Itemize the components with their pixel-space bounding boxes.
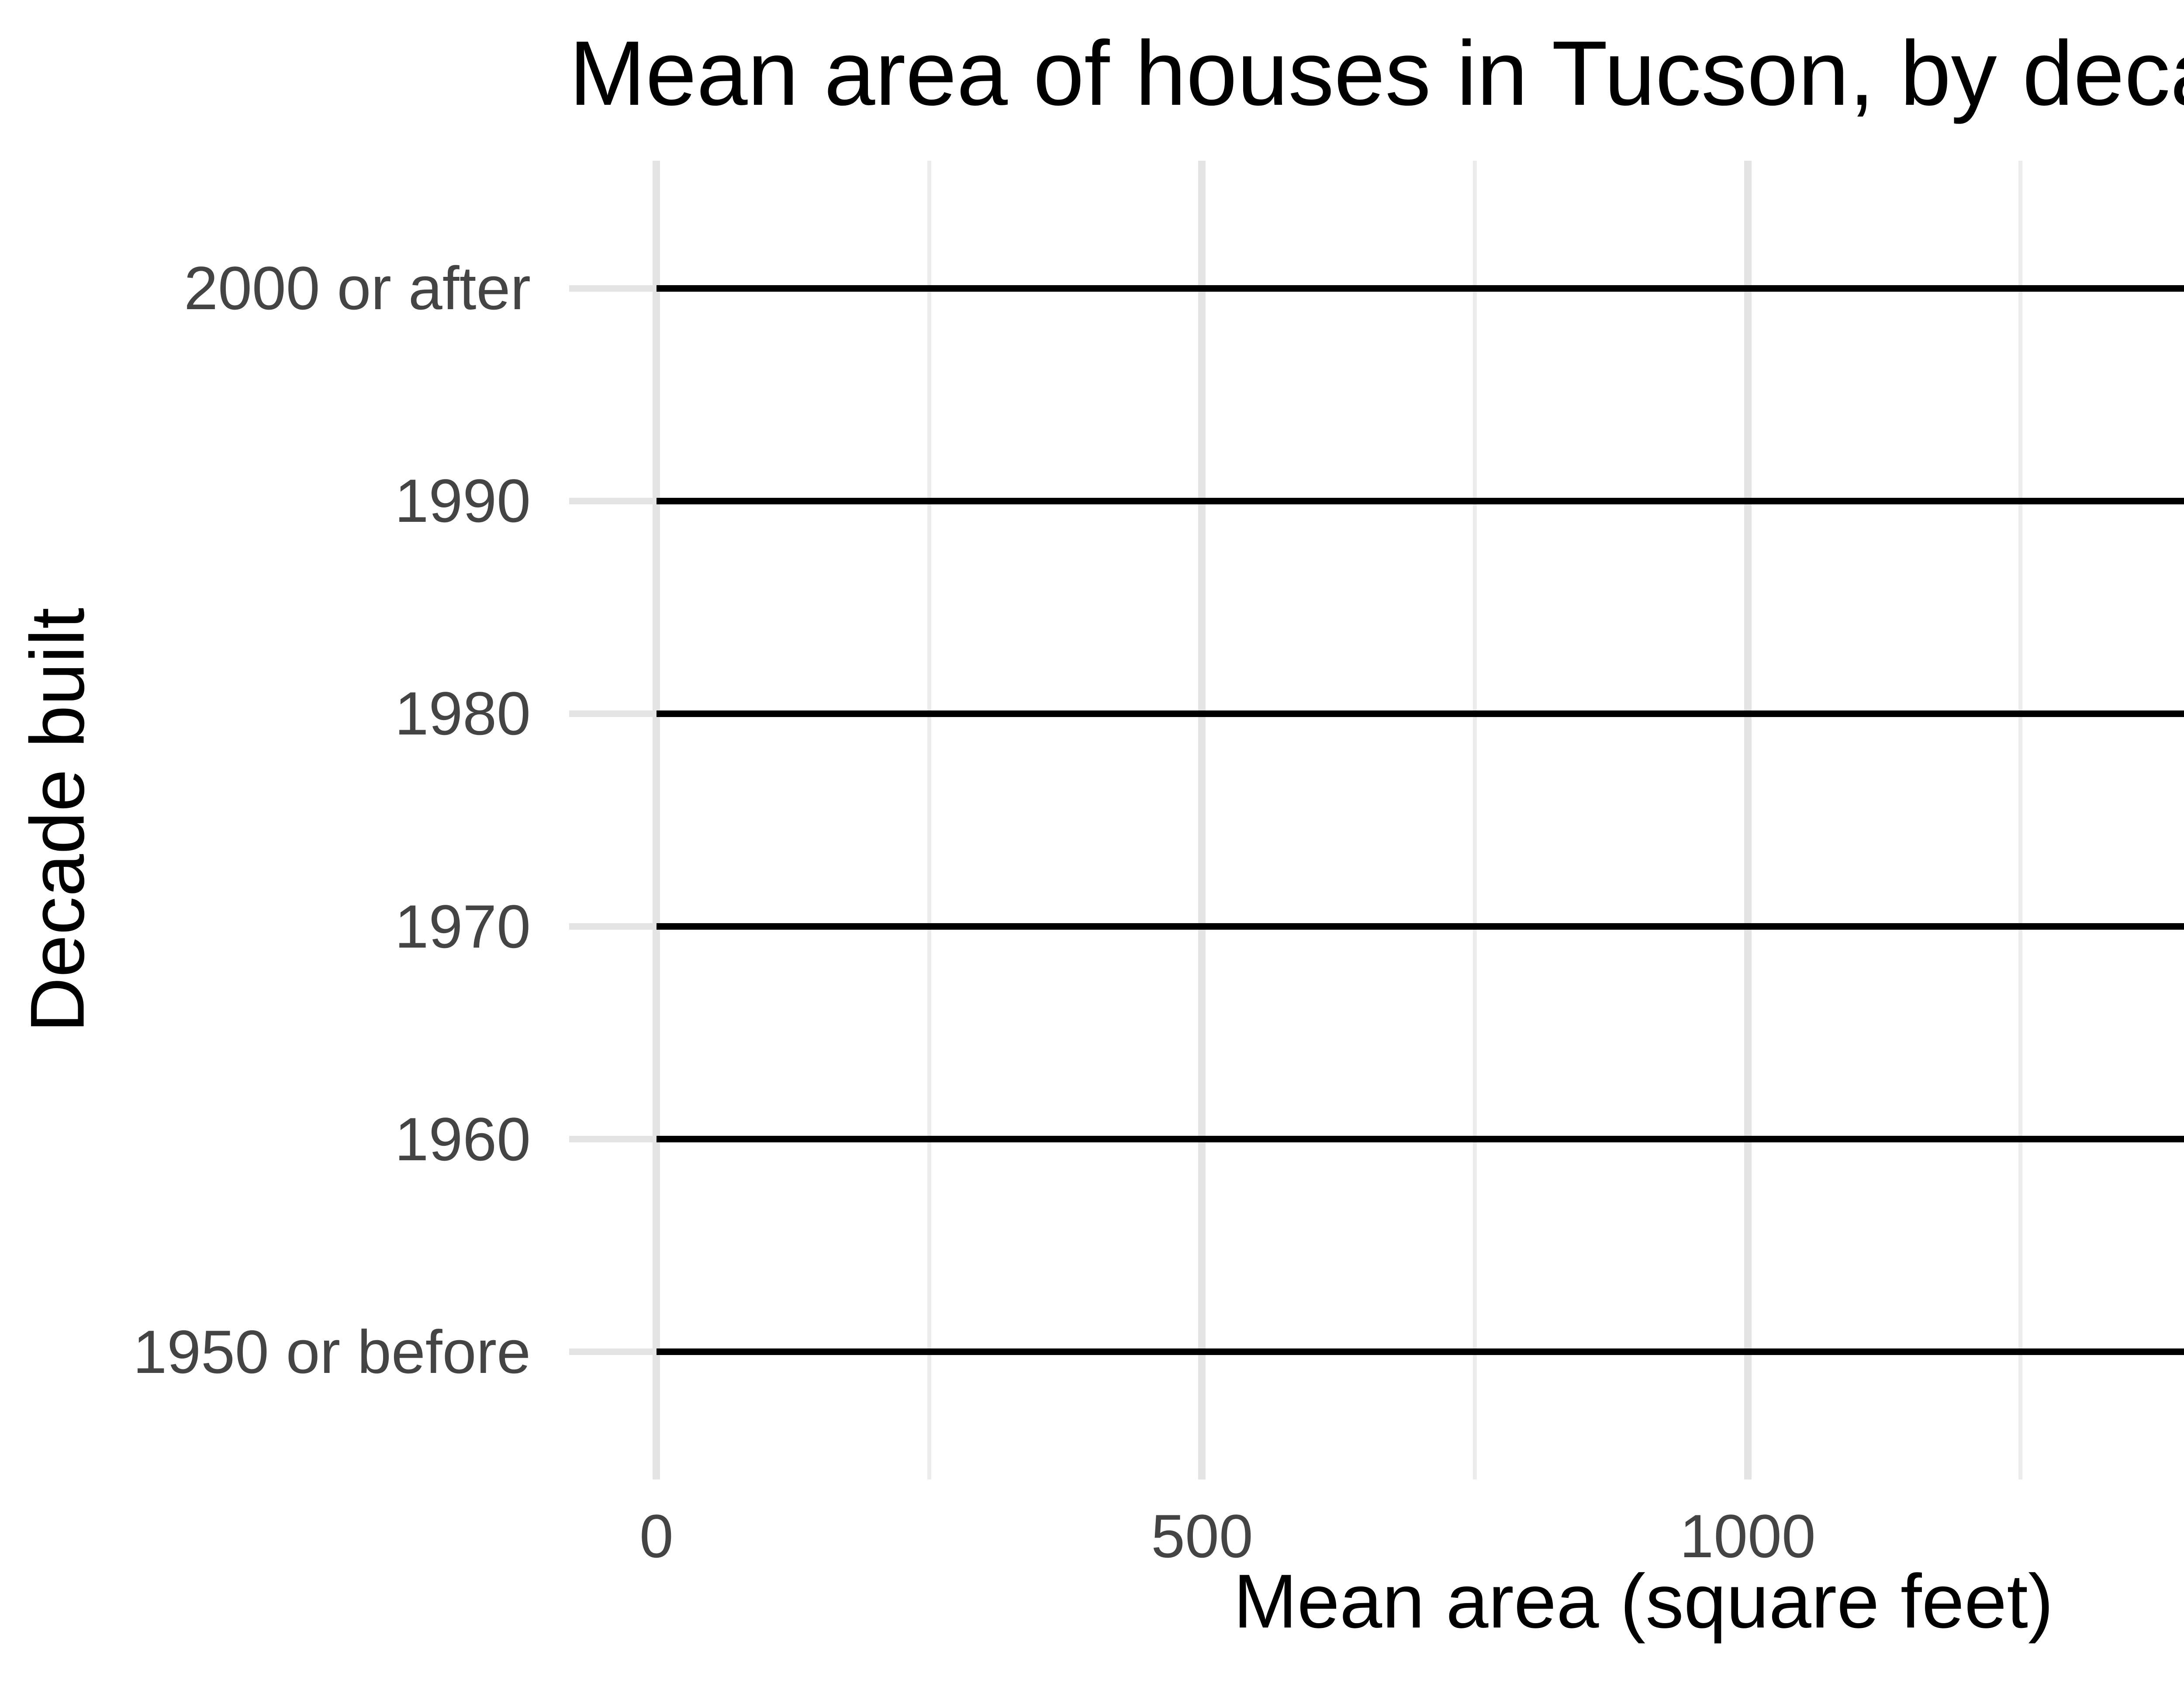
lollipop-stem	[656, 497, 2184, 504]
y-tick-label: 2000 or after	[184, 254, 531, 323]
x-tick-label-500: 500	[1151, 1502, 1253, 1570]
y-axis-title: Decade built	[15, 607, 100, 1033]
x-minor-gridline-250	[927, 161, 931, 1479]
x-tick-label-1000: 1000	[1679, 1502, 1816, 1570]
x-major-gridline-500	[1198, 161, 1206, 1479]
x-tick-label-0: 0	[639, 1502, 674, 1570]
plot-panel	[569, 161, 2184, 1479]
x-minor-gridline-750	[1473, 161, 1477, 1479]
y-tick-label: 1980	[394, 679, 531, 748]
y-tick-label: 1970	[394, 892, 531, 961]
lollipop-stem	[656, 923, 2184, 930]
x-major-gridline-0	[653, 161, 660, 1479]
lollipop-stem	[656, 285, 2184, 292]
lollipop-stem	[656, 710, 2184, 717]
x-minor-gridline-1250	[2018, 161, 2023, 1479]
x-major-gridline-1000	[1744, 161, 1752, 1479]
lollipop-stem	[656, 1348, 2184, 1355]
x-axis-title: Mean area (square feet)	[1233, 1559, 2054, 1644]
y-tick-label: 1990	[394, 466, 531, 535]
lollipop-stem	[656, 1136, 2184, 1143]
y-tick-label: 1960	[394, 1104, 531, 1173]
plot-title: Mean area of houses in Tucson, by decade…	[569, 22, 2184, 124]
y-tick-label: 1950 or before	[133, 1317, 531, 1386]
